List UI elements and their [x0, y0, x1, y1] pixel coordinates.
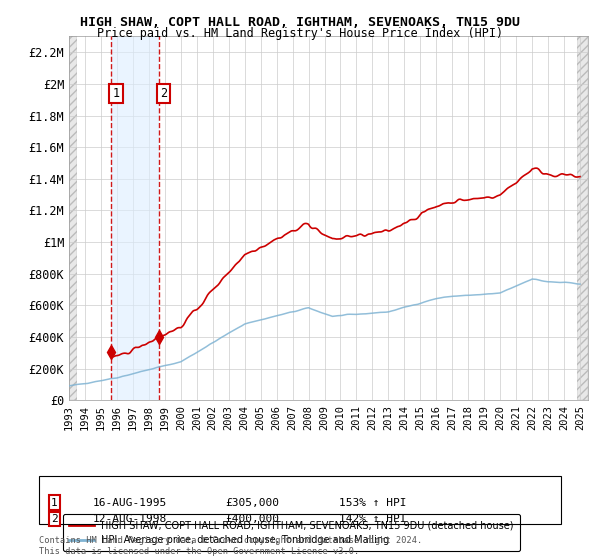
- Text: Price paid vs. HM Land Registry's House Price Index (HPI): Price paid vs. HM Land Registry's House …: [97, 27, 503, 40]
- Text: 153% ↑ HPI: 153% ↑ HPI: [339, 498, 407, 507]
- Bar: [69, 36, 77, 400]
- Text: HIGH SHAW, COPT HALL ROAD, IGHTHAM, SEVENOAKS, TN15 9DU: HIGH SHAW, COPT HALL ROAD, IGHTHAM, SEVE…: [80, 16, 520, 29]
- Legend: HIGH SHAW, COPT HALL ROAD, IGHTHAM, SEVENOAKS, TN15 9DU (detached house), HPI: A: HIGH SHAW, COPT HALL ROAD, IGHTHAM, SEVE…: [64, 515, 520, 551]
- Bar: [77, 36, 577, 400]
- Text: £305,000: £305,000: [225, 498, 279, 507]
- Text: 2: 2: [51, 514, 58, 524]
- Text: Contains HM Land Registry data © Crown copyright and database right 2024.
This d: Contains HM Land Registry data © Crown c…: [39, 536, 422, 556]
- Bar: [577, 36, 588, 400]
- Text: £400,000: £400,000: [225, 514, 279, 524]
- Text: 2: 2: [160, 87, 167, 100]
- Text: 142% ↑ HPI: 142% ↑ HPI: [339, 514, 407, 524]
- Bar: [111, 36, 159, 400]
- Text: 16-AUG-1995: 16-AUG-1995: [93, 498, 167, 507]
- Text: 1: 1: [112, 87, 119, 100]
- Text: 12-AUG-1998: 12-AUG-1998: [93, 514, 167, 524]
- Text: 1: 1: [51, 498, 58, 507]
